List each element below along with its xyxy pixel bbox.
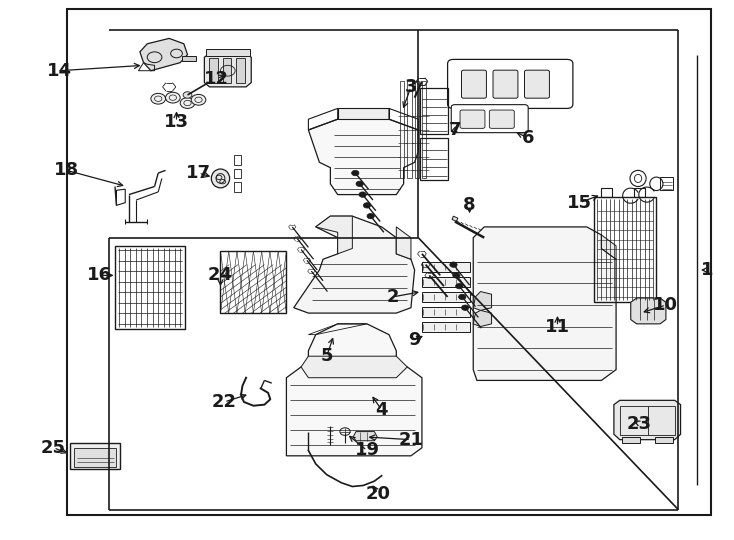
Bar <box>601 187 612 197</box>
Bar <box>70 443 120 469</box>
FancyBboxPatch shape <box>525 70 550 98</box>
Circle shape <box>459 294 466 300</box>
Polygon shape <box>452 216 458 221</box>
Text: 12: 12 <box>204 70 229 88</box>
Text: 5: 5 <box>321 347 333 365</box>
Polygon shape <box>286 324 422 456</box>
Circle shape <box>456 284 463 289</box>
Bar <box>660 177 673 190</box>
Text: 25: 25 <box>41 438 66 457</box>
Text: 23: 23 <box>627 415 652 433</box>
Polygon shape <box>140 38 187 71</box>
Bar <box>400 82 404 178</box>
Text: 14: 14 <box>47 62 72 80</box>
Circle shape <box>450 262 457 267</box>
Polygon shape <box>396 227 411 259</box>
Bar <box>622 437 640 443</box>
Bar <box>74 448 117 467</box>
Text: 6: 6 <box>522 129 534 147</box>
FancyBboxPatch shape <box>451 105 528 133</box>
Circle shape <box>180 98 195 109</box>
Circle shape <box>453 273 460 278</box>
Text: 1: 1 <box>701 261 713 279</box>
FancyBboxPatch shape <box>490 110 515 129</box>
Bar <box>233 156 241 165</box>
Bar <box>619 406 675 435</box>
Text: 13: 13 <box>164 113 189 131</box>
Bar <box>421 89 448 134</box>
Bar <box>422 322 470 332</box>
Polygon shape <box>473 292 492 310</box>
Text: 16: 16 <box>87 266 112 285</box>
Circle shape <box>352 170 359 176</box>
Bar <box>594 197 656 302</box>
Circle shape <box>166 92 180 103</box>
Bar <box>634 187 645 197</box>
Polygon shape <box>614 400 680 440</box>
Bar <box>222 58 231 83</box>
Text: 24: 24 <box>208 266 233 285</box>
Circle shape <box>367 213 374 219</box>
Circle shape <box>356 181 363 186</box>
Polygon shape <box>473 310 492 327</box>
Bar <box>422 277 470 287</box>
Bar <box>233 182 241 192</box>
Polygon shape <box>316 216 352 254</box>
Bar <box>422 82 426 178</box>
FancyBboxPatch shape <box>448 59 573 109</box>
Text: 2: 2 <box>386 288 399 306</box>
Circle shape <box>359 192 366 197</box>
FancyBboxPatch shape <box>460 110 485 129</box>
Polygon shape <box>631 298 666 324</box>
Polygon shape <box>301 356 407 377</box>
Ellipse shape <box>211 169 230 188</box>
Polygon shape <box>204 53 251 87</box>
Bar <box>422 292 470 302</box>
Text: 18: 18 <box>54 161 79 179</box>
Text: 15: 15 <box>567 194 592 212</box>
FancyBboxPatch shape <box>462 70 487 98</box>
Bar <box>182 56 195 61</box>
Text: 9: 9 <box>408 331 421 349</box>
Text: 11: 11 <box>545 318 570 335</box>
Bar <box>209 58 218 83</box>
Bar <box>233 168 241 178</box>
FancyBboxPatch shape <box>493 70 518 98</box>
Text: 4: 4 <box>375 401 388 419</box>
Polygon shape <box>473 227 616 380</box>
Bar <box>407 82 412 178</box>
Circle shape <box>151 93 166 104</box>
Bar <box>206 49 250 56</box>
Polygon shape <box>308 119 418 194</box>
Polygon shape <box>601 235 616 259</box>
Text: 20: 20 <box>366 484 390 503</box>
Bar <box>422 307 470 317</box>
Text: 8: 8 <box>463 197 476 214</box>
Bar <box>67 9 711 515</box>
Text: 21: 21 <box>399 431 424 449</box>
Circle shape <box>363 202 371 208</box>
Text: 10: 10 <box>653 296 678 314</box>
Bar <box>236 58 244 83</box>
Text: 22: 22 <box>211 393 236 411</box>
Circle shape <box>191 94 206 105</box>
Bar <box>422 262 470 272</box>
Circle shape <box>183 92 192 98</box>
Bar <box>115 246 184 329</box>
Bar <box>655 437 673 443</box>
Polygon shape <box>338 109 389 119</box>
Bar <box>220 251 286 313</box>
Text: 19: 19 <box>355 441 379 460</box>
Polygon shape <box>353 431 377 441</box>
Bar <box>421 138 448 179</box>
Text: 17: 17 <box>186 164 211 182</box>
Bar <box>415 82 419 178</box>
Text: 7: 7 <box>448 121 461 139</box>
Circle shape <box>462 305 469 310</box>
Text: 3: 3 <box>404 78 417 96</box>
Polygon shape <box>294 216 415 313</box>
